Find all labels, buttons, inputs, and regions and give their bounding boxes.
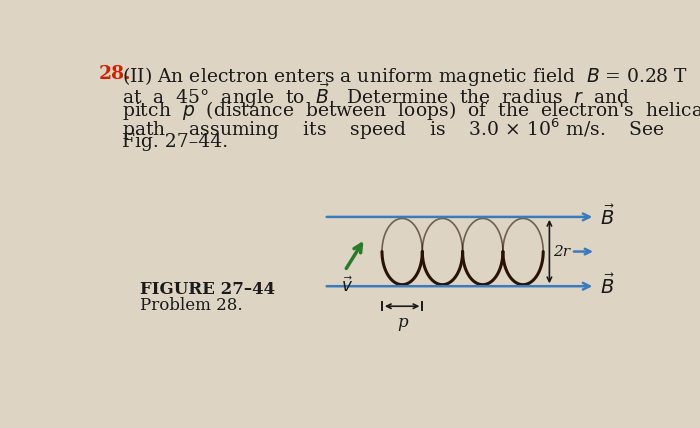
- Text: (II) An electron enters a uniform magnetic field  $B$ = 0.28 T: (II) An electron enters a uniform magnet…: [122, 65, 687, 88]
- Text: at  a  45°  angle  to  $\vec{B}$.  Determine  the  radius  $r$  and: at a 45° angle to $\vec{B}$. Determine t…: [122, 82, 629, 110]
- Text: $\vec{B}$: $\vec{B}$: [600, 274, 615, 298]
- Text: FIGURE 27–44: FIGURE 27–44: [140, 281, 275, 298]
- Text: pitch  $p$  (distance  between  loops)  of  the  electron's  helical: pitch $p$ (distance between loops) of th…: [122, 99, 700, 122]
- Text: Problem 28.: Problem 28.: [140, 297, 243, 314]
- Text: 28.: 28.: [98, 65, 131, 83]
- Text: $\vec{v}$: $\vec{v}$: [341, 277, 353, 297]
- Text: path    assuming    its    speed    is    3.0 × 10$^6$ m/s.    See: path assuming its speed is 3.0 × 10$^6$ …: [122, 116, 664, 142]
- Text: $\vec{B}$: $\vec{B}$: [600, 205, 615, 229]
- Text: Fig. 27–44.: Fig. 27–44.: [122, 133, 228, 151]
- Text: 2r: 2r: [553, 244, 570, 259]
- Text: p: p: [397, 314, 407, 331]
